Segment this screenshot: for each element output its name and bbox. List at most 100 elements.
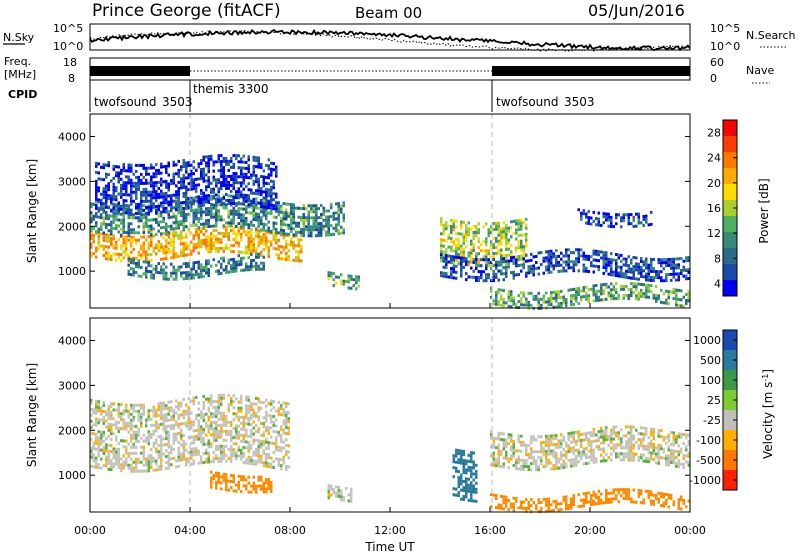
heatmap-cell [472, 245, 475, 249]
heatmap-cell [607, 218, 610, 222]
heatmap-cell [90, 245, 93, 249]
heatmap-cell [602, 429, 605, 433]
heatmap-cell [180, 239, 183, 243]
heatmap-cell [627, 267, 630, 271]
heatmap-cell [270, 185, 273, 189]
heatmap-cell [475, 487, 478, 491]
heatmap-cell [250, 246, 253, 250]
heatmap-cell [630, 261, 633, 265]
heatmap-cell [277, 463, 280, 467]
heatmap-cell [267, 255, 270, 258]
heatmap-cell [492, 258, 495, 261]
heatmap-cell [635, 285, 638, 289]
heatmap-cell [257, 430, 260, 434]
heatmap-cell [577, 433, 580, 437]
heatmap-cell [117, 466, 120, 469]
heatmap-cell [117, 421, 120, 424]
heatmap-cell [102, 431, 105, 434]
heatmap-cell [90, 455, 93, 459]
heatmap-cell [215, 436, 218, 439]
heatmap-cell [192, 462, 195, 466]
heatmap-cell [212, 178, 215, 182]
heatmap-cell [510, 253, 513, 257]
heatmap-cell [240, 225, 243, 229]
heatmap-cell [270, 465, 273, 469]
heatmap-cell [182, 455, 185, 458]
heatmap-cell [302, 213, 305, 217]
heatmap-cell [450, 276, 453, 279]
heatmap-cell [260, 261, 263, 265]
heatmap-cell [680, 272, 683, 275]
heatmap-cell [210, 202, 213, 206]
heatmap-cell [325, 221, 328, 225]
heatmap-cell [120, 204, 123, 208]
heatmap-cell [127, 175, 130, 179]
heatmap-cell [632, 224, 635, 228]
heatmap-cell [572, 452, 575, 456]
heatmap-cell [467, 260, 470, 264]
heatmap-cell [192, 435, 195, 439]
heatmap-cell [252, 197, 255, 201]
heatmap-cell [272, 227, 275, 231]
heatmap-cell [242, 178, 245, 182]
heatmap-cell [265, 217, 268, 221]
heatmap-cell [217, 231, 220, 235]
heatmap-cell [535, 465, 538, 469]
heatmap-cell [177, 452, 180, 456]
heatmap-cell [267, 203, 270, 207]
heatmap-cell [167, 188, 170, 192]
heatmap-cell [462, 256, 465, 260]
heatmap-cell [270, 179, 273, 183]
heatmap-cell [547, 259, 550, 262]
heatmap-cell [132, 469, 135, 473]
heatmap-cell [515, 449, 518, 453]
heatmap-cell [485, 258, 488, 262]
heatmap-cell [287, 456, 290, 460]
heatmap-cell [667, 293, 670, 297]
heatmap-cell [115, 224, 118, 228]
heatmap-cell [150, 166, 153, 170]
heatmap-cell [200, 431, 203, 435]
heatmap-cell [132, 409, 135, 413]
heatmap-cell [300, 228, 303, 231]
heatmap-cell [560, 445, 563, 449]
heatmap-cell [227, 209, 230, 213]
heatmap-cell [510, 226, 513, 230]
heatmap-cell [165, 197, 168, 201]
heatmap-cell [265, 196, 268, 200]
heatmap-cell [520, 291, 523, 295]
heatmap-cell [272, 192, 275, 196]
heatmap-cell [685, 277, 688, 281]
heatmap-cell [325, 233, 328, 237]
heatmap-cell [542, 447, 545, 450]
heatmap-cell [477, 252, 480, 256]
heatmap-cell [465, 483, 468, 487]
heatmap-cell [172, 265, 175, 269]
heatmap-cell [602, 215, 605, 219]
heatmap-cell [522, 251, 525, 255]
heatmap-cell [222, 172, 225, 175]
heatmap-cell [257, 460, 260, 464]
heatmap-cell [215, 421, 218, 424]
heatmap-cell [125, 181, 128, 185]
heatmap-cell [162, 268, 165, 272]
heatmap-cell [607, 212, 610, 216]
heatmap-cell [342, 282, 345, 286]
heatmap-cell [600, 223, 603, 227]
heatmap-cell [175, 190, 178, 194]
heatmap-cell [192, 267, 195, 271]
heatmap-cell [152, 166, 155, 170]
heatmap-cell [132, 460, 135, 464]
heatmap-cell [182, 213, 185, 217]
heatmap-cell [182, 443, 185, 446]
heatmap-cell [147, 412, 150, 416]
heatmap-cell [290, 203, 293, 207]
heatmap-cell [260, 222, 263, 226]
heatmap-cell [455, 493, 458, 497]
heatmap-cell [222, 429, 225, 433]
heatmap-cell [145, 424, 148, 428]
heatmap-cell [185, 185, 188, 189]
heatmap-cell [252, 243, 255, 247]
heatmap-cell [255, 177, 258, 181]
heatmap-cell [607, 257, 610, 261]
